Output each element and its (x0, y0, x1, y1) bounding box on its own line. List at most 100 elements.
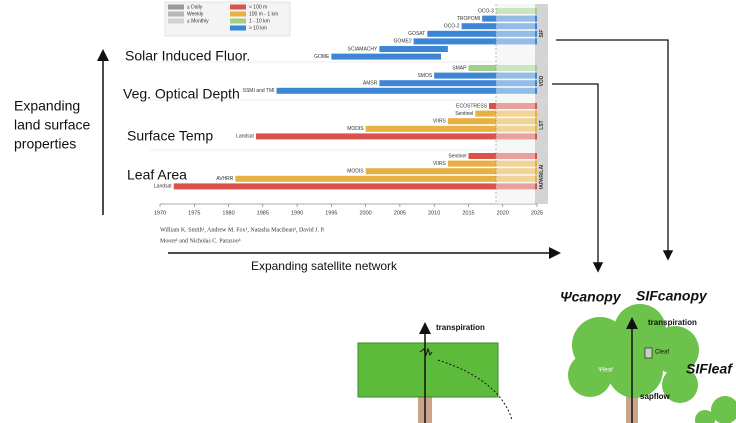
legend-label: Weekly (187, 11, 204, 17)
future-veil (496, 4, 535, 204)
legend-swatch (230, 18, 246, 24)
authors: William K. Smith¹, Andrew M. Fox¹, Natas… (160, 227, 325, 233)
satellite-bar (379, 46, 448, 52)
connector (552, 83, 604, 273)
satellite-label: GOSAT (408, 31, 425, 37)
satellite-bar (276, 87, 537, 94)
psi-canopy: Ψcanopy (560, 289, 622, 305)
legend-swatch (168, 18, 184, 24)
c-leaf: Cleaf (655, 350, 669, 356)
satellite-label: MODIS (347, 169, 364, 175)
x-tick-label: 1970 (154, 210, 166, 216)
satellite-label: MODIS (347, 126, 364, 132)
x-tick-label: 2000 (360, 210, 372, 216)
satellite-bar (413, 38, 537, 45)
satellite-label: GOME (314, 54, 330, 60)
transpiration: transpiration (436, 323, 485, 332)
x-tick-label: 2015 (462, 210, 474, 216)
connector (556, 39, 674, 261)
panel-label: LST (539, 120, 545, 129)
x-tick-label: 2020 (497, 210, 509, 216)
x-tick-label: 1995 (325, 210, 337, 216)
side-label: land surface (14, 117, 90, 133)
panel-label: VOD (539, 75, 545, 86)
row-label: Surface Temp (127, 128, 213, 144)
legend-label: ≤ Monthly (187, 18, 209, 24)
timeline-figure: 1970 1975 1980 1985 1990 1995 2000 2005 2010 2015… (150, 4, 548, 216)
sif-canopy: SIFcanopy (636, 288, 708, 304)
legend-label: ≥ Daily (187, 4, 203, 10)
satellite-label: SMOS (417, 73, 432, 79)
satellite-label: AMSR (363, 81, 378, 87)
row-label: Solar Induced Fluor. (125, 48, 250, 64)
sapflow: sapflow (640, 392, 671, 401)
satellite-bar (365, 168, 537, 175)
satellite-bar (482, 15, 537, 22)
satellite-label: ECOSTRESS (456, 103, 488, 109)
row-label: Leaf Area (127, 167, 187, 183)
x-tick-label: 1975 (188, 210, 200, 216)
satellite-bar (173, 183, 537, 190)
satellite-bar (365, 125, 537, 132)
satellite-bar (379, 80, 537, 87)
satellite-bar (495, 8, 537, 14)
legend-swatch (168, 11, 184, 17)
satellite-label: SSMI and TMI (243, 88, 275, 94)
legend-swatch (230, 11, 246, 17)
bottom-label: Expanding satellite network (251, 259, 398, 273)
satellite-bar (461, 23, 537, 30)
transpiration: transpiration (648, 318, 697, 327)
satellite-label: Landsat (236, 134, 254, 140)
x-tick-label: 1990 (291, 210, 303, 216)
satellite-bar (235, 175, 537, 182)
x-tick-label: 2005 (394, 210, 406, 216)
satellite-bar (427, 30, 537, 37)
x-tick-label: 1980 (222, 210, 234, 216)
satellite-bar (255, 133, 538, 140)
canopy-box (357, 342, 499, 398)
satellite-bar (489, 103, 537, 109)
satellite-label: Landsat (154, 184, 172, 190)
legend-label: < 100 m (249, 4, 267, 10)
satellite-bar (468, 153, 537, 159)
satellite-label: OCO-2 (444, 24, 460, 30)
satellite-label: OCO-3 (478, 8, 494, 14)
satellite-label: SMAP (452, 65, 467, 71)
x-tick-label: 2010 (428, 210, 440, 216)
satellite-bar (331, 53, 442, 60)
x-tick-label: 1985 (257, 210, 269, 216)
satellite-bar (434, 72, 537, 79)
satellite-label: TROPOMI (457, 16, 480, 22)
legend-swatch (168, 4, 184, 10)
satellite-label: Sentinel (448, 153, 466, 159)
legend-label: 1 - 10 km (249, 18, 270, 24)
dotted-path (437, 359, 513, 421)
legend-label: > 10 km (249, 25, 267, 31)
legend-label: 100 m - 1 km (249, 11, 278, 17)
satellite-label: AVHRR (216, 176, 234, 182)
satellite-bar (447, 118, 537, 125)
satellite-bar (447, 160, 537, 167)
panel-label: fAPAR/LAI (539, 164, 545, 190)
resistor (419, 347, 433, 357)
satellite-label: GOME2 (394, 39, 412, 45)
satellite-label: VIIRS (433, 161, 447, 167)
sif-leaf: SIFleaf (686, 361, 733, 377)
legend-swatch (230, 25, 246, 31)
side-label: properties (14, 136, 76, 152)
satellite-bar (468, 65, 537, 71)
psi-leaf: Ψleaf (598, 368, 614, 374)
legend-box (164, 1, 291, 37)
panel-strip (535, 4, 548, 204)
x-tick-label: 2025 (531, 210, 543, 216)
authors: Moore¹ and Nicholas C. Parazoo³ (160, 238, 241, 244)
legend-swatch (230, 4, 246, 10)
satellite-label: SCIAMACHY (348, 46, 378, 52)
row-label: Veg. Optical Depth (123, 86, 240, 102)
side-label: Expanding (14, 98, 80, 114)
capacitor (644, 347, 653, 359)
satellite-bar (475, 110, 537, 117)
satellite-label: Sentinel (455, 111, 473, 117)
